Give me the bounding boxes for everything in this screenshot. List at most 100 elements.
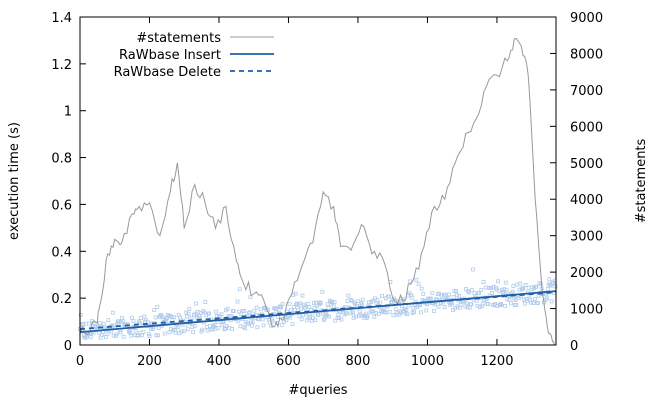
scatter-point — [522, 301, 527, 306]
scatter-point — [114, 332, 119, 337]
y-tick-label: 1.2 — [51, 58, 72, 73]
scatter-point — [290, 322, 295, 327]
scatter-point — [203, 300, 208, 304]
scatter-point — [405, 312, 410, 317]
scatter-point — [430, 291, 435, 295]
scatter-point — [486, 302, 491, 306]
scatter-point — [479, 287, 484, 292]
scatter-point — [299, 306, 303, 311]
scatter-point — [118, 330, 123, 335]
scatter-point — [320, 289, 325, 294]
scatter-point — [289, 308, 293, 313]
scatter-point — [457, 294, 462, 298]
scatter-point — [464, 287, 468, 292]
scatter-point — [412, 310, 416, 315]
scatter-point — [175, 325, 180, 330]
scatter-point — [454, 293, 459, 298]
scatter-point — [447, 292, 452, 297]
scatter-point — [287, 302, 292, 306]
y-tick-label: 0 — [64, 339, 72, 354]
scatter-point — [146, 320, 150, 325]
scatter-point — [474, 298, 479, 303]
scatter-point — [280, 302, 285, 307]
scatter-point — [414, 277, 419, 282]
scatter-point — [365, 314, 370, 319]
scatter-point — [346, 293, 351, 298]
scatter-point — [160, 314, 165, 319]
scatter-point — [382, 306, 387, 311]
scatter-point — [121, 334, 126, 339]
y-tick-label: 0.2 — [51, 292, 72, 307]
scatter-point — [133, 328, 138, 333]
scatter-point — [189, 316, 194, 321]
scatter-point — [254, 305, 259, 310]
scatter-point — [416, 282, 421, 287]
scatter-point — [219, 312, 224, 317]
scatter-point — [212, 323, 217, 327]
scatter-point — [205, 328, 210, 333]
scatter-point — [477, 291, 481, 295]
scatter-point — [327, 314, 332, 319]
scatter-point — [322, 316, 327, 321]
scatter-point — [443, 292, 448, 297]
scatter-point — [324, 313, 329, 318]
scatter-point — [164, 319, 169, 324]
scatter-point — [167, 330, 172, 335]
scatter-point — [252, 308, 257, 313]
x-axis-title: #queries — [288, 383, 347, 398]
scatter-point — [386, 294, 391, 299]
scatter-point — [472, 291, 477, 295]
scatter-point — [256, 317, 261, 322]
scatter-point — [312, 305, 317, 310]
scatter-point — [318, 300, 322, 305]
scatter-point — [432, 309, 436, 313]
scatter-point — [339, 317, 344, 322]
scatter-point — [206, 311, 211, 316]
scatter-point — [129, 333, 134, 338]
scatter-point — [391, 313, 396, 318]
scatter-point — [303, 304, 308, 309]
y-tick-label: 0.8 — [51, 152, 72, 167]
y2-tick-label: 6000 — [570, 120, 603, 135]
scatter-point — [297, 314, 302, 319]
scatter-point — [242, 309, 247, 313]
scatter-point — [436, 304, 441, 309]
scatter-point — [526, 285, 531, 290]
scatter-point — [469, 302, 474, 307]
rawbase-insert-line — [79, 290, 557, 334]
scatter-point — [523, 282, 528, 287]
scatter-point — [357, 309, 362, 314]
scatter-point — [516, 296, 521, 301]
scatter-point — [243, 326, 248, 331]
scatter-point — [278, 304, 283, 309]
scatter-point — [509, 301, 514, 306]
scatter-point — [88, 335, 93, 340]
scatter-point — [344, 311, 349, 316]
scatter-point — [259, 307, 264, 312]
scatter-point — [442, 305, 447, 309]
scatter-point — [117, 320, 121, 325]
scatter-point — [237, 287, 242, 292]
scatter-point — [409, 293, 413, 297]
scatter-point — [230, 326, 235, 331]
scatter-point — [503, 303, 507, 308]
scatter-point — [198, 311, 203, 316]
scatter-point — [194, 301, 199, 306]
y-tick-label: 0.6 — [51, 198, 72, 213]
scatter-point — [493, 301, 497, 306]
scatter-point — [454, 289, 458, 294]
scatter-point — [345, 299, 350, 303]
scatter-point — [326, 305, 331, 310]
scatter-point — [358, 312, 363, 317]
scatter-point — [172, 315, 176, 320]
scatter-point — [356, 299, 361, 303]
scatter-point — [191, 329, 196, 334]
scatter-point — [255, 325, 260, 330]
scatter-point — [216, 325, 221, 330]
scatter-point — [312, 301, 316, 305]
scatter-point — [214, 309, 218, 314]
scatter-point — [229, 314, 234, 318]
scatter-point — [173, 330, 178, 335]
scatter-point — [350, 298, 355, 303]
